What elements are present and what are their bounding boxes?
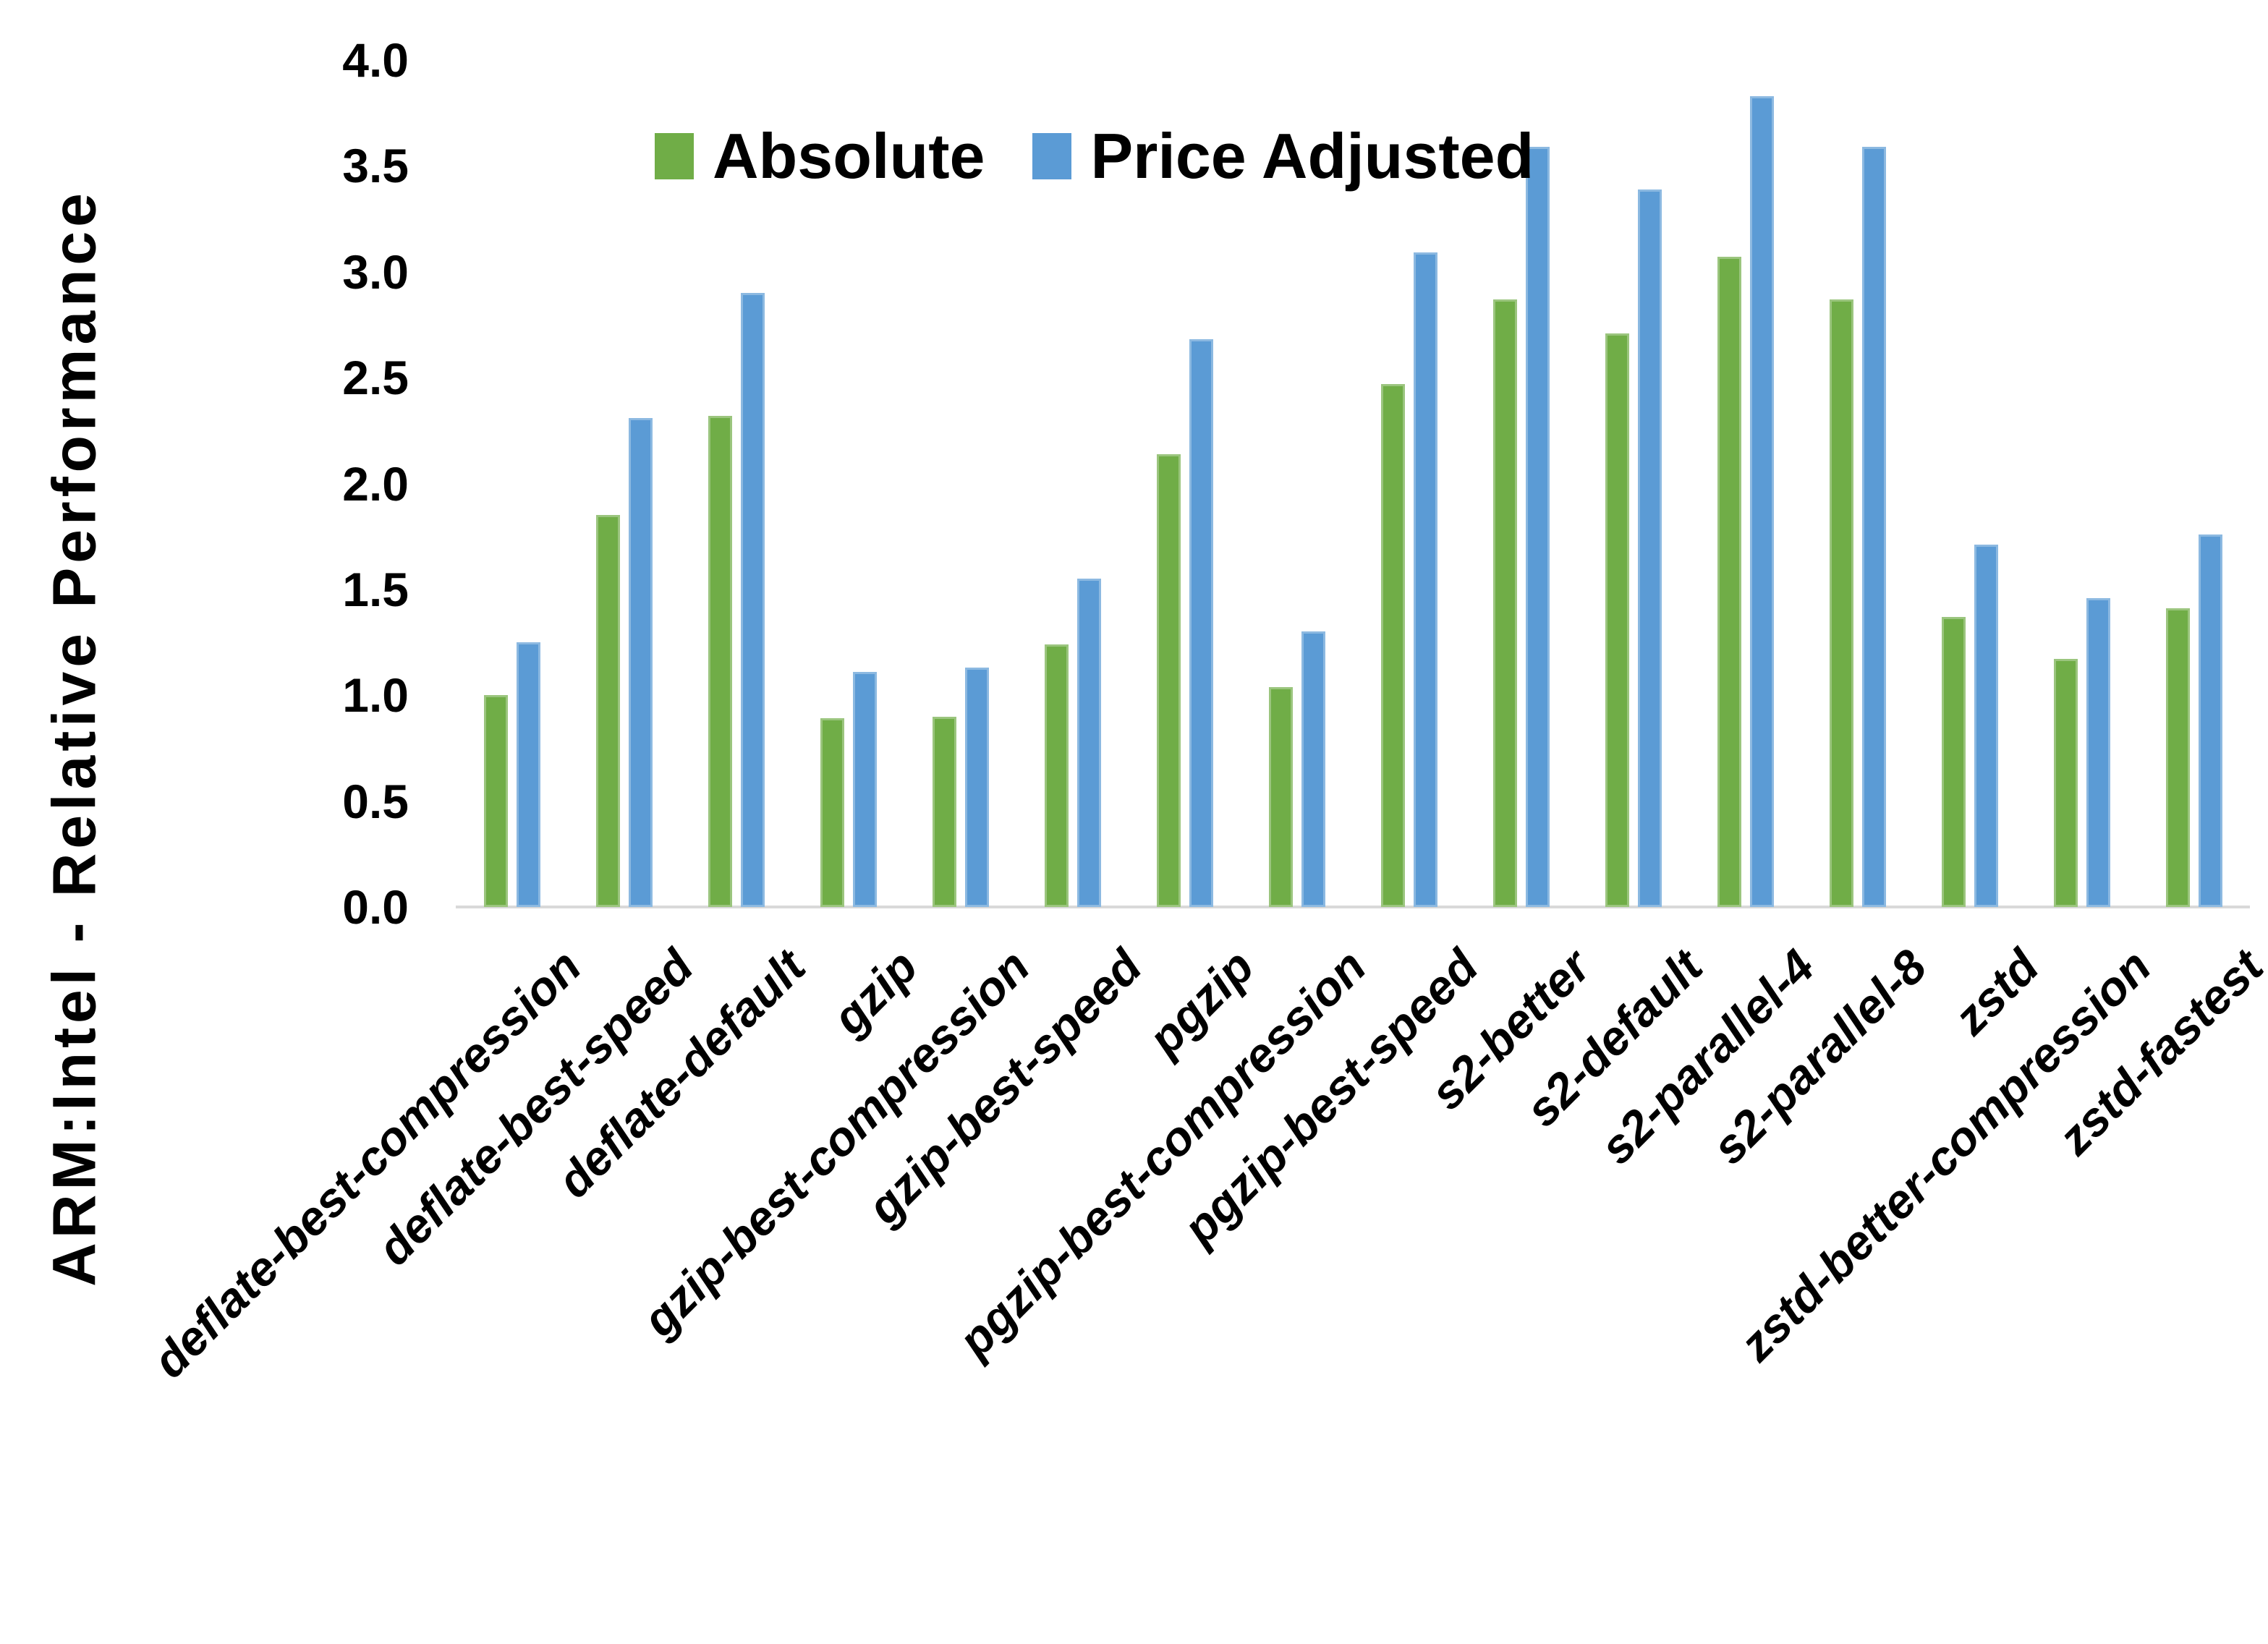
bar-absolute-pgzip-best-speed	[1380, 383, 1405, 907]
bar-price-adjusted-gzip-best-speed	[1076, 579, 1101, 907]
y-axis-title: ARM:Intel - Relative Performance	[40, 189, 109, 1287]
bar-absolute-zstd-fastest	[2165, 608, 2190, 907]
bar-absolute-s2-parallel-8	[1829, 299, 1853, 907]
bar-absolute-zstd-better-compression	[2053, 659, 2078, 907]
bar-absolute-gzip-best-compression	[932, 716, 956, 907]
legend-label-absolute: Absolute	[713, 120, 985, 192]
legend-swatch-price-adjusted	[1032, 133, 1072, 179]
y-tick-label-2.5: 2.5	[342, 351, 409, 405]
bar-price-adjusted-deflate-default	[740, 293, 765, 907]
bar-price-adjusted-pgzip-best-compression	[1301, 631, 1325, 907]
x-category-label-deflate-best-compression: deflate-best-compression	[142, 939, 591, 1388]
y-tick-label-0.5: 0.5	[342, 774, 409, 828]
y-tick-label-2.0: 2.0	[342, 456, 409, 511]
bar-absolute-pgzip	[1156, 453, 1181, 907]
bar-absolute-deflate-default	[708, 415, 732, 907]
y-tick-label-0.0: 0.0	[342, 880, 409, 934]
bar-price-adjusted-s2-better	[1525, 147, 1550, 907]
bar-price-adjusted-zstd	[1974, 545, 1998, 907]
x-axis-line	[456, 906, 2250, 908]
legend-swatch-absolute	[655, 133, 694, 179]
bar-price-adjusted-zstd-fastest	[2198, 534, 2222, 907]
bar-price-adjusted-s2-parallel-4	[1749, 95, 1774, 907]
bar-price-adjusted-gzip-best-compression	[964, 668, 989, 907]
bar-absolute-gzip	[820, 718, 844, 907]
screenshot-right-edge	[2254, 0, 2268, 1644]
bar-price-adjusted-pgzip-best-speed	[1413, 252, 1437, 907]
plot-area	[456, 60, 2250, 907]
legend: Absolute Price Adjusted	[655, 119, 1534, 193]
screenshot-bottom-edge	[0, 1628, 2268, 1644]
legend-label-price-adjusted: Price Adjusted	[1090, 120, 1534, 192]
bar-price-adjusted-deflate-best-speed	[628, 417, 653, 907]
bar-absolute-deflate-best-compression	[483, 695, 508, 907]
legend-item-absolute: Absolute	[655, 119, 985, 193]
bar-price-adjusted-pgzip	[1189, 339, 1213, 907]
bar-absolute-gzip-best-speed	[1044, 644, 1069, 907]
bar-absolute-zstd	[1941, 616, 1966, 907]
bar-price-adjusted-s2-parallel-8	[1861, 147, 1886, 907]
y-tick-label-3.5: 3.5	[342, 139, 409, 193]
x-category-label-zstd: zstd	[1942, 939, 2049, 1045]
bar-absolute-deflate-best-speed	[595, 515, 620, 907]
bar-absolute-s2-parallel-4	[1717, 257, 1741, 907]
bar-absolute-s2-default	[1605, 333, 1629, 907]
bar-absolute-s2-better	[1492, 299, 1517, 907]
y-tick-label-1.5: 1.5	[342, 562, 409, 616]
bar-price-adjusted-deflate-best-compression	[516, 642, 540, 907]
bar-absolute-pgzip-best-compression	[1268, 686, 1293, 907]
y-tick-label-4.0: 4.0	[342, 33, 409, 87]
y-tick-label-3.0: 3.0	[342, 244, 409, 299]
bar-price-adjusted-zstd-better-compression	[2086, 597, 2110, 907]
y-tick-label-1.0: 1.0	[342, 668, 409, 723]
bar-price-adjusted-gzip	[852, 672, 877, 907]
x-category-label-gzip: gzip	[821, 939, 927, 1045]
legend-item-price-adjusted: Price Adjusted	[1032, 119, 1534, 193]
bar-price-adjusted-s2-default	[1637, 189, 1662, 907]
